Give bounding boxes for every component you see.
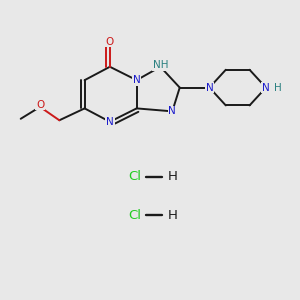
Text: H: H <box>274 82 282 93</box>
Text: H: H <box>167 209 177 222</box>
Text: O: O <box>106 37 114 46</box>
Text: O: O <box>36 100 44 110</box>
Text: NH: NH <box>153 60 168 70</box>
Text: N: N <box>168 106 176 116</box>
Text: N: N <box>206 82 213 93</box>
Text: Cl: Cl <box>129 170 142 183</box>
Text: H: H <box>167 170 177 183</box>
Text: Cl: Cl <box>129 209 142 222</box>
Text: N: N <box>262 82 270 93</box>
Text: N: N <box>133 75 140 85</box>
Text: N: N <box>106 117 114 127</box>
